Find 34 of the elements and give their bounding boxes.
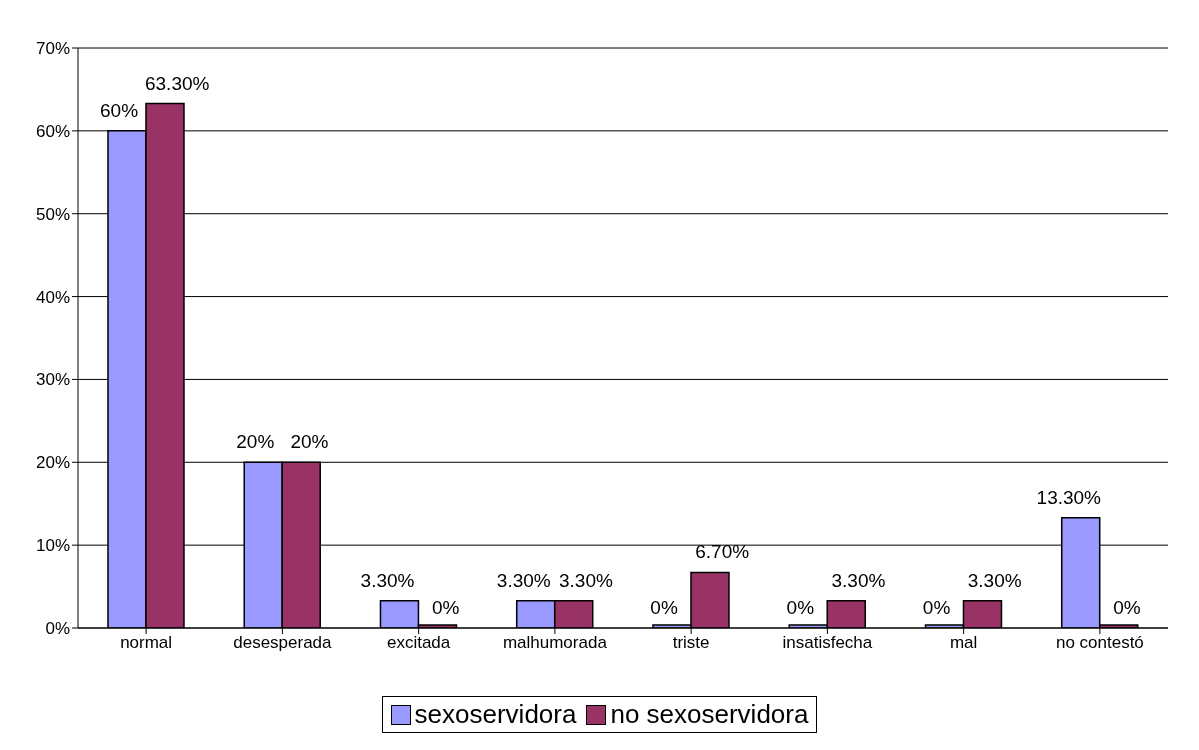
y-tick-label: 20%	[35, 453, 70, 473]
y-tick-label: 30%	[35, 370, 70, 390]
x-tick-label: triste	[672, 633, 710, 653]
y-tick-label: 10%	[35, 536, 70, 556]
data-label: 60%	[100, 99, 139, 121]
data-label: 0%	[922, 597, 951, 618]
data-label: 0%	[650, 597, 678, 618]
y-tick-label: 70%	[35, 39, 70, 59]
x-tick-label: insatisfecha	[782, 633, 873, 653]
data-label: 3.30%	[360, 569, 415, 591]
data-label: 13.30%	[1036, 486, 1102, 508]
data-label: 20%	[290, 431, 329, 453]
y-tick-label: 40%	[35, 287, 70, 307]
data-label: 0%	[1113, 597, 1141, 618]
legend-label: sexoservidora	[413, 699, 577, 730]
x-tick-label: mal	[949, 633, 978, 653]
y-tick-label: 0%	[45, 619, 70, 639]
y-tick-label: 50%	[35, 204, 70, 224]
data-label: 0%	[431, 597, 460, 618]
x-tick-label: malhumorada	[502, 633, 608, 653]
data-label: 63.30%	[144, 72, 210, 94]
data-label: 0%	[786, 597, 815, 618]
data-label: 3.30%	[967, 569, 1022, 591]
legend-label: no sexoservidora	[609, 699, 809, 730]
data-label: 3.30%	[496, 569, 551, 591]
data-label: 20%	[236, 431, 275, 453]
x-tick-label: desesperada	[233, 633, 333, 653]
x-tick-label: normal	[120, 633, 173, 653]
x-tick-label: excitada	[386, 633, 451, 653]
data-label: 6.70%	[695, 541, 750, 563]
x-tick-label: no contestó	[1055, 633, 1144, 653]
data-label: 3.30%	[831, 569, 886, 591]
y-tick-label: 60%	[35, 121, 70, 141]
data-label: 3.30%	[559, 569, 613, 591]
